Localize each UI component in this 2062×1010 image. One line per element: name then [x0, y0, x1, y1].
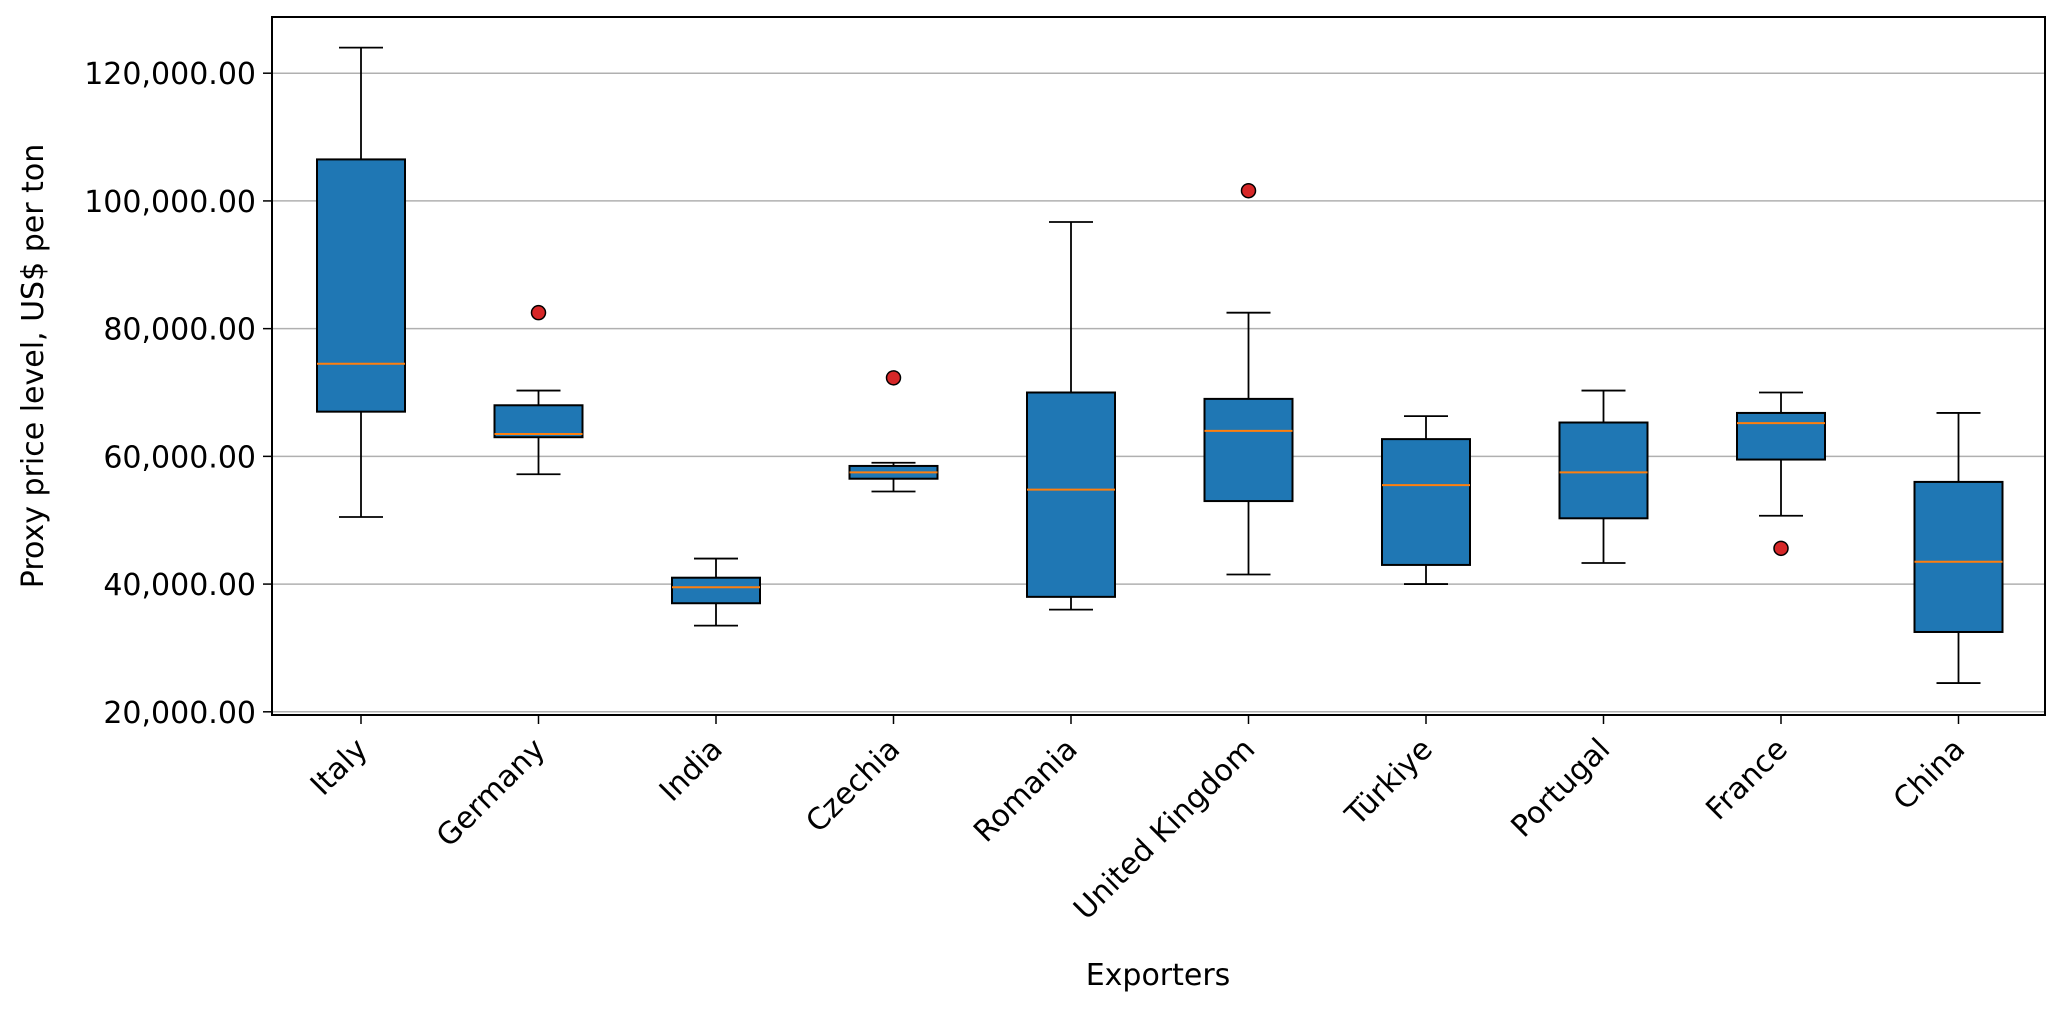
- plot-area-frame: [271, 16, 2046, 716]
- box-t-rkiye: [1381, 415, 1471, 585]
- y-tick-label: 100,000.00: [84, 185, 256, 220]
- outlier-point: [885, 370, 902, 386]
- x-tick-label: Türkiye: [1338, 732, 1439, 833]
- iqr-box: [316, 158, 406, 413]
- x-tick-label: China: [1887, 732, 1972, 817]
- outlier-point: [530, 304, 547, 321]
- gridlines: [272, 72, 2045, 713]
- y-tick-label: 80,000.00: [103, 313, 256, 348]
- x-tick-label: Czechia: [799, 732, 907, 840]
- x-tick-label: Germany: [430, 732, 552, 854]
- iqr-box: [1203, 397, 1294, 503]
- y-tick-label: 120,000.00: [84, 57, 256, 92]
- box-india: [671, 557, 761, 627]
- x-tick-label: Italy: [304, 732, 375, 803]
- box-czechia: [848, 370, 939, 493]
- x-tick-label: France: [1699, 732, 1794, 827]
- x-tick-label: Romania: [967, 732, 1085, 850]
- iqr-box: [1913, 480, 2004, 633]
- iqr-box: [1736, 411, 1826, 461]
- iqr-box: [1558, 421, 1649, 520]
- x-tick-label: Portugal: [1505, 732, 1618, 845]
- outlier-point: [1240, 182, 1257, 199]
- box-romania: [1026, 221, 1116, 611]
- box-united-kingdom: [1203, 182, 1294, 576]
- y-tick-label: 40,000.00: [103, 568, 256, 603]
- outlier-point: [1773, 540, 1789, 557]
- y-tick-label: 20,000.00: [103, 696, 256, 731]
- x-tick-label: India: [653, 732, 730, 809]
- x-axis-title: Exporters: [1086, 958, 1231, 993]
- box-portugal: [1558, 389, 1649, 564]
- x-tick-label: United Kingdom: [1067, 732, 1262, 927]
- y-tick-label: 60,000.00: [103, 440, 256, 475]
- iqr-box: [1381, 438, 1471, 566]
- y-axis-title: Proxy price level, US$ per ton: [16, 144, 51, 588]
- iqr-box: [1026, 391, 1116, 598]
- box-italy: [316, 46, 406, 518]
- y-axis-ticks: 20,000.00 40,000.00 60,000.00 80,000.00 100,…: [84, 57, 272, 731]
- iqr-box: [493, 404, 584, 439]
- boxes-layer: [316, 46, 2004, 684]
- box-germany: [493, 304, 584, 476]
- box-france: [1736, 391, 1826, 557]
- iqr-box: [671, 576, 761, 605]
- box-china: [1913, 412, 2004, 684]
